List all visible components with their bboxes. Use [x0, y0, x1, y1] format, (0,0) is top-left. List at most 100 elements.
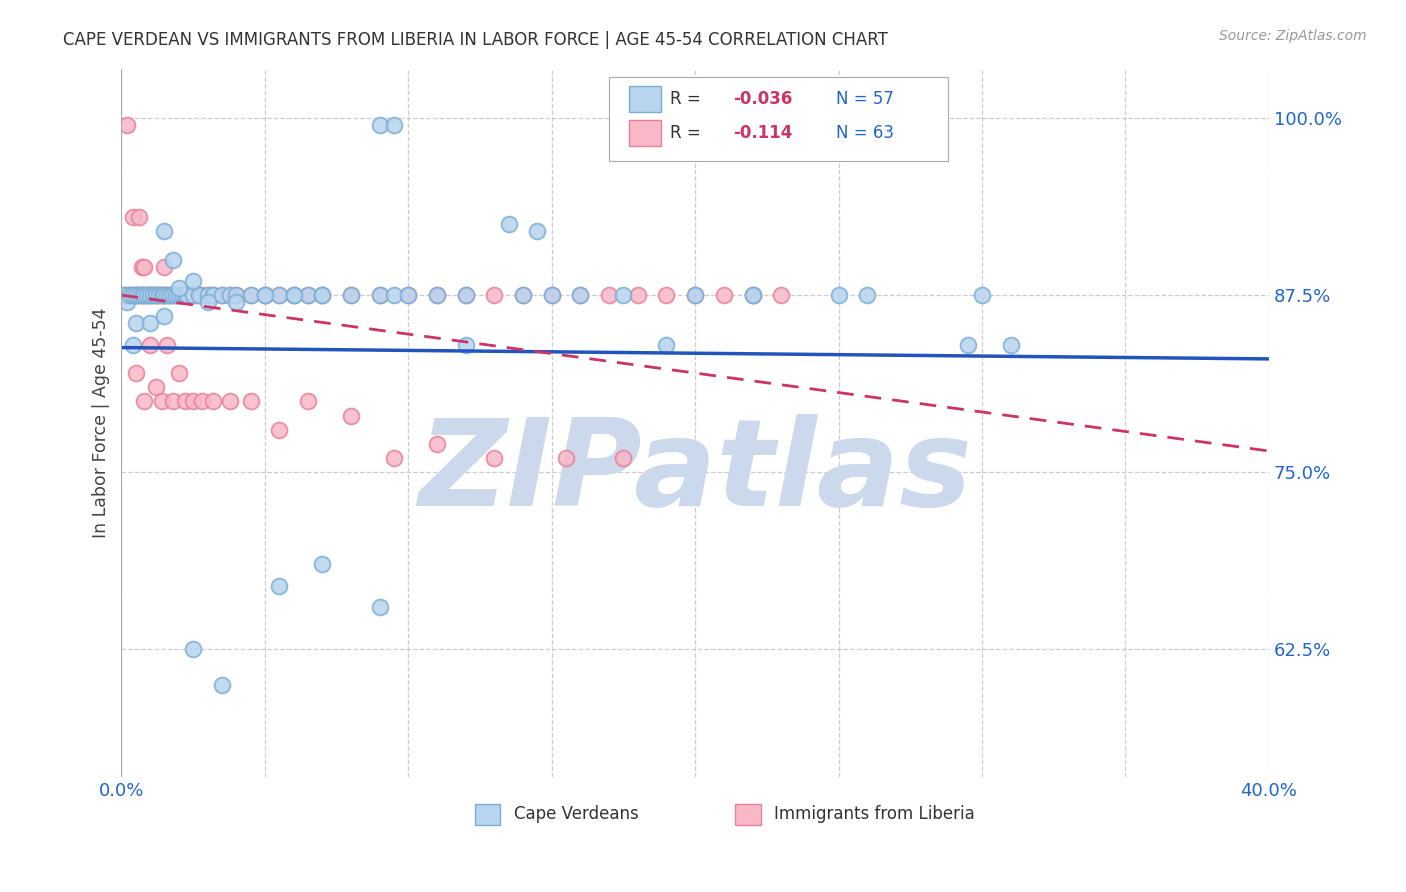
Point [156, 337, 179, 351]
Point [162, 288, 184, 302]
Bar [628, 120, 661, 145]
Point [211, 678, 233, 692]
Point [540, 288, 562, 302]
Point [297, 288, 319, 302]
Point [153, 288, 176, 302]
Point [498, 217, 520, 231]
Point [167, 288, 190, 302]
Point [340, 409, 363, 423]
Point [179, 288, 201, 302]
Point [118, 288, 141, 302]
Point [134, 394, 156, 409]
Point [134, 288, 156, 302]
Point [142, 288, 165, 302]
Text: R =: R = [669, 90, 706, 108]
Point [956, 337, 979, 351]
Point [159, 288, 181, 302]
Text: Cape Verdeans: Cape Verdeans [513, 805, 638, 823]
Point [340, 288, 363, 302]
Point [219, 288, 242, 302]
Point [202, 288, 225, 302]
Point [167, 288, 190, 302]
Point [150, 288, 173, 302]
Point [181, 274, 204, 288]
Point [145, 288, 167, 302]
Point [112, 288, 135, 302]
Point [770, 288, 793, 302]
FancyBboxPatch shape [609, 77, 948, 161]
Point [153, 224, 176, 238]
Point [382, 288, 405, 302]
Point [368, 118, 391, 132]
Bar [475, 804, 501, 825]
Text: N = 57: N = 57 [837, 90, 894, 108]
Point [368, 288, 391, 302]
Point [598, 288, 620, 302]
Point [741, 288, 763, 302]
Point [211, 288, 233, 302]
Point [173, 394, 195, 409]
Point [426, 437, 449, 451]
Point [173, 288, 195, 302]
Point [856, 288, 879, 302]
Point [211, 288, 233, 302]
Point [153, 310, 176, 324]
Point [655, 288, 678, 302]
Point [311, 288, 333, 302]
Point [176, 288, 198, 302]
Point [569, 288, 592, 302]
Point [239, 394, 262, 409]
Point [555, 451, 578, 466]
Text: Source: ZipAtlas.com: Source: ZipAtlas.com [1219, 29, 1367, 43]
Point [173, 288, 195, 302]
Point [382, 451, 405, 466]
Point [454, 288, 477, 302]
Point [269, 288, 291, 302]
Point [139, 288, 162, 302]
Point [311, 288, 333, 302]
Point [153, 260, 176, 274]
Point [683, 288, 706, 302]
Point [148, 288, 170, 302]
Point [253, 288, 276, 302]
Point [202, 394, 225, 409]
Point [1000, 337, 1022, 351]
Point [368, 288, 391, 302]
Point [197, 295, 219, 310]
Point [741, 288, 763, 302]
Text: CAPE VERDEAN VS IMMIGRANTS FROM LIBERIA IN LABOR FORCE | AGE 45-54 CORRELATION C: CAPE VERDEAN VS IMMIGRANTS FROM LIBERIA … [63, 31, 889, 49]
Point [139, 337, 162, 351]
Point [134, 288, 156, 302]
Point [311, 558, 333, 572]
Bar [628, 87, 661, 112]
Point [128, 288, 150, 302]
Point [156, 288, 179, 302]
Point [170, 288, 193, 302]
Point [311, 288, 333, 302]
Point [655, 337, 678, 351]
Point [148, 288, 170, 302]
Text: R =: R = [669, 124, 711, 142]
Point [219, 288, 242, 302]
Point [269, 288, 291, 302]
Point [283, 288, 305, 302]
Point [512, 288, 534, 302]
Point [512, 288, 534, 302]
Text: Immigrants from Liberia: Immigrants from Liberia [775, 805, 976, 823]
Point [627, 288, 650, 302]
Point [396, 288, 419, 302]
Point [153, 288, 176, 302]
Point [454, 337, 477, 351]
Point [283, 288, 305, 302]
Text: N = 63: N = 63 [837, 124, 894, 142]
Point [170, 288, 193, 302]
Point [181, 394, 204, 409]
Point [202, 288, 225, 302]
Point [219, 394, 242, 409]
Point [181, 642, 204, 657]
Point [134, 260, 156, 274]
Point [368, 599, 391, 614]
Point [225, 288, 247, 302]
Point [184, 288, 207, 302]
Point [128, 288, 150, 302]
